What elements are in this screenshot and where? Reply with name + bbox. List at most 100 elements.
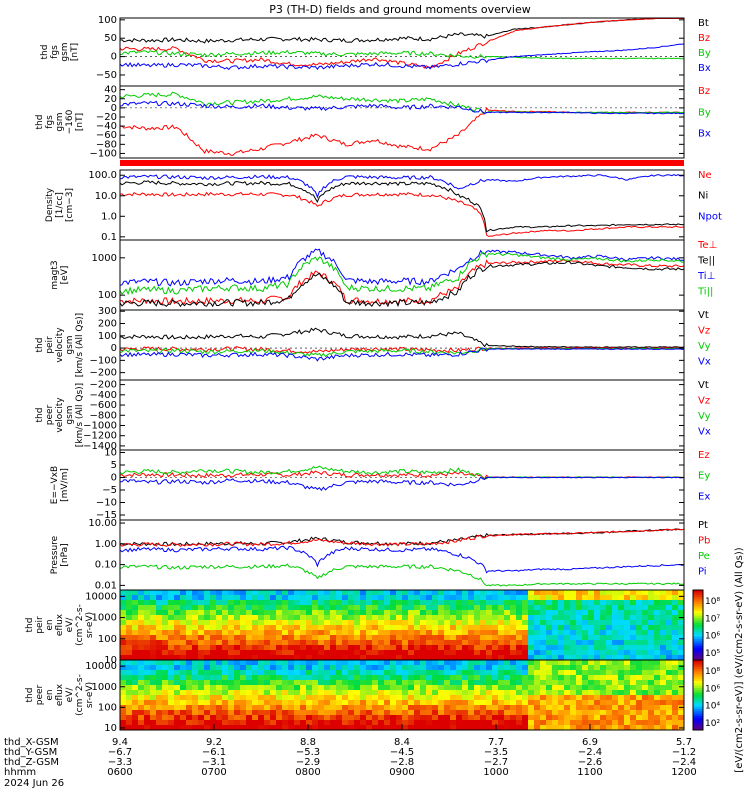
heat-cell (534, 705, 541, 711)
heat-cell (468, 685, 475, 691)
heat-cell (636, 710, 643, 716)
heat-cell (168, 650, 175, 656)
heat-cell (456, 610, 463, 616)
heat-cell (234, 635, 241, 641)
colorbar-cell (693, 590, 703, 593)
heat-cell (222, 630, 229, 636)
heat-cell (582, 685, 589, 691)
heat-cell (408, 610, 415, 616)
heat-cell (330, 695, 337, 701)
heat-cell (594, 600, 601, 606)
heat-cell (474, 695, 481, 701)
heat-cell (438, 630, 445, 636)
heat-cell (612, 675, 619, 681)
heat-cell (258, 615, 265, 621)
heat-cell (636, 670, 643, 676)
heat-cell (192, 720, 199, 726)
heat-cell (618, 695, 625, 701)
heat-cell (396, 595, 403, 601)
heat-cell (420, 695, 427, 701)
heat-cell (342, 595, 349, 601)
heat-cell (234, 690, 241, 696)
heat-cell (162, 615, 169, 621)
heat-cell (198, 650, 205, 656)
heat-cell (402, 715, 409, 721)
heat-cell (246, 725, 253, 731)
heat-cell (546, 610, 553, 616)
heat-cell (192, 625, 199, 631)
heat-cell (240, 715, 247, 721)
heat-cell (222, 635, 229, 641)
heat-cell (480, 630, 487, 636)
heat-cell (192, 715, 199, 721)
heat-cell (534, 710, 541, 716)
heat-cell (360, 630, 367, 636)
heat-cell (666, 695, 673, 701)
heat-cell (252, 620, 259, 626)
xaxis-value-hhmm: 0700 (201, 767, 226, 778)
heat-cell (510, 720, 517, 726)
heat-cell (258, 710, 265, 716)
heat-cell (612, 665, 619, 671)
heat-cell (414, 605, 421, 611)
heat-cell (486, 655, 493, 661)
heat-cell (384, 615, 391, 621)
heat-cell (612, 610, 619, 616)
heat-cell (576, 685, 583, 691)
heat-cell (156, 605, 163, 611)
heat-cell (606, 720, 613, 726)
heat-cell (678, 720, 685, 726)
heat-cell (234, 605, 241, 611)
heat-cell (654, 590, 661, 596)
heat-cell (606, 695, 613, 701)
heat-cell (588, 625, 595, 631)
heat-cell (378, 590, 385, 596)
heat-cell (402, 680, 409, 686)
heat-cell (234, 600, 241, 606)
heat-cell (624, 605, 631, 611)
heat-cell (168, 705, 175, 711)
heat-cell (420, 615, 427, 621)
heat-cell (228, 600, 235, 606)
heat-cell (654, 605, 661, 611)
heat-cell (504, 665, 511, 671)
heat-cell (402, 685, 409, 691)
heat-cell (390, 635, 397, 641)
heat-cell (174, 675, 181, 681)
heat-cell (414, 685, 421, 691)
heat-cell (270, 715, 277, 721)
heat-cell (672, 705, 679, 711)
heat-cell (366, 715, 373, 721)
heat-cell (654, 625, 661, 631)
heat-cell (282, 600, 289, 606)
heat-cell (192, 630, 199, 636)
heat-cell (432, 655, 439, 661)
heat-cell (348, 635, 355, 641)
heat-cell (522, 720, 529, 726)
heat-cell (660, 685, 667, 691)
heat-cell (360, 660, 367, 666)
heat-cell (600, 630, 607, 636)
heat-cell (618, 685, 625, 691)
heat-cell (624, 725, 631, 731)
heat-cell (312, 670, 319, 676)
heat-cell (576, 700, 583, 706)
heat-cell (348, 690, 355, 696)
heat-cell (486, 680, 493, 686)
heat-cell (240, 610, 247, 616)
heat-cell (492, 635, 499, 641)
heat-cell (528, 695, 535, 701)
heat-cell (360, 590, 367, 596)
heat-cell (276, 665, 283, 671)
heat-cell (336, 690, 343, 696)
heat-cell (192, 660, 199, 666)
heat-cell (348, 700, 355, 706)
heat-cell (264, 675, 271, 681)
heat-cell (174, 650, 181, 656)
heat-cell (426, 685, 433, 691)
heat-cell (534, 630, 541, 636)
heat-cell (420, 610, 427, 616)
heat-cell (300, 635, 307, 641)
heat-cell (246, 685, 253, 691)
heat-cell (516, 595, 523, 601)
